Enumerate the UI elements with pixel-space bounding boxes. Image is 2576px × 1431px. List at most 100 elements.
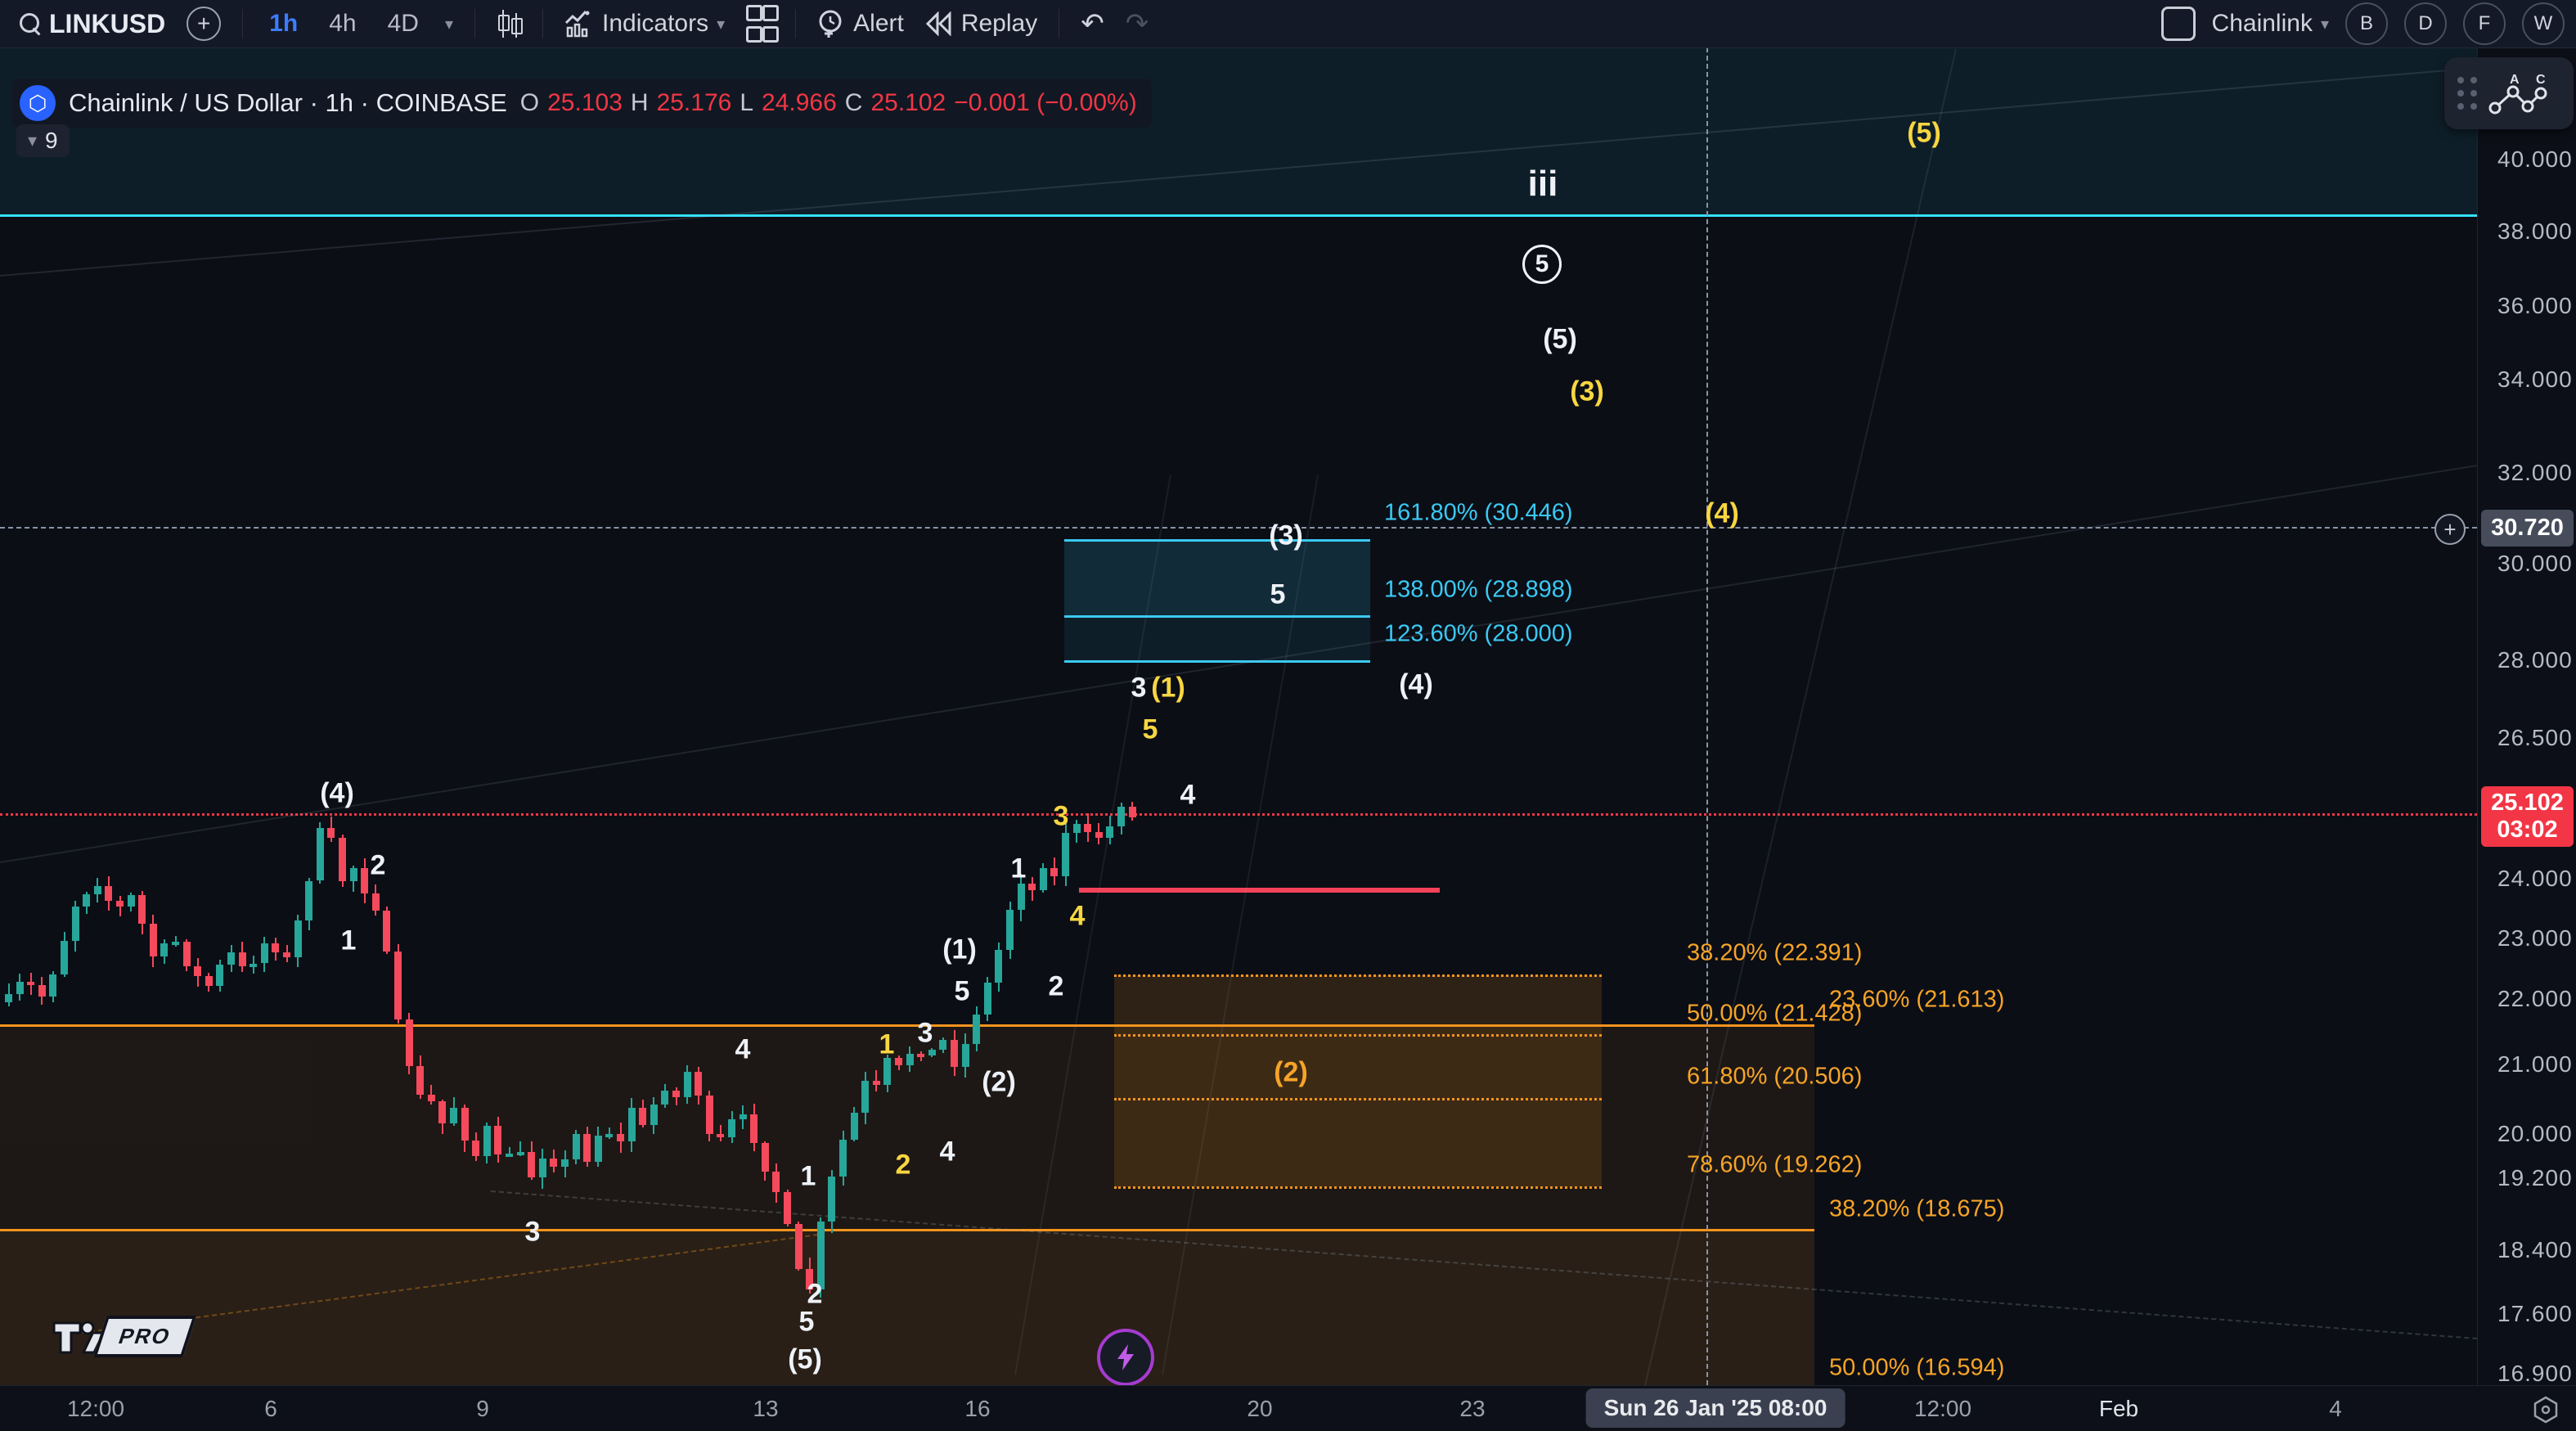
- wave-label[interactable]: 3: [917, 1017, 933, 1049]
- chart-canvas[interactable]: 161.80% (30.446) 138.00% (28.898) 123.60% …: [0, 47, 2477, 1385]
- svg-text:C: C: [2536, 73, 2546, 87]
- candle-body: [316, 828, 324, 881]
- wave-label[interactable]: 1: [340, 925, 357, 956]
- drawing-line[interactable]: [1114, 1097, 1602, 1100]
- wave-label[interactable]: (5): [788, 1343, 822, 1375]
- interval-4h-button[interactable]: 4h: [329, 10, 357, 37]
- undo-icon[interactable]: ↶: [1081, 8, 1104, 39]
- candle-body: [16, 982, 24, 994]
- wave-label[interactable]: 2: [895, 1149, 911, 1181]
- candle-body: [983, 983, 991, 1015]
- lightning-button[interactable]: [1097, 1329, 1154, 1386]
- fib-level-label[interactable]: 38.20% (22.391): [1687, 939, 1863, 966]
- redo-icon[interactable]: ↷: [1125, 8, 1149, 39]
- timezone-hexagon-icon[interactable]: [2533, 1396, 2558, 1424]
- candle-body: [416, 1065, 425, 1096]
- indicators-button[interactable]: Indicators ▾: [564, 10, 725, 38]
- user-button-w[interactable]: W: [2522, 2, 2565, 45]
- wave-label[interactable]: 2: [1048, 970, 1064, 1002]
- drawing-line[interactable]: [1079, 888, 1440, 893]
- wave-label[interactable]: (2): [1274, 1056, 1308, 1088]
- save-layout-icon[interactable]: [2160, 7, 2196, 41]
- drawing-line[interactable]: [1064, 614, 1370, 618]
- wave-label[interactable]: (3): [1570, 376, 1604, 407]
- wave-label[interactable]: (4): [1705, 497, 1739, 529]
- wave-label[interactable]: (1): [942, 934, 977, 965]
- wave-label[interactable]: iii: [1527, 164, 1558, 204]
- drawing-line[interactable]: [0, 465, 2477, 863]
- fib-level-label[interactable]: 50.00% (16.594): [1829, 1354, 2005, 1381]
- wave-label[interactable]: 2: [807, 1278, 823, 1310]
- drag-handle-icon[interactable]: [2457, 77, 2477, 110]
- time-axis[interactable]: 12:00 6 9 13 16 20 23 12:00 Feb 4: [0, 1385, 2576, 1431]
- user-button-b[interactable]: B: [2345, 2, 2388, 45]
- floating-drawing-panel[interactable]: A C: [2444, 57, 2574, 129]
- wave-label[interactable]: 4: [939, 1136, 955, 1168]
- tradingview-pro-logo[interactable]: PRO: [52, 1316, 197, 1357]
- wave-label[interactable]: 5: [954, 975, 970, 1007]
- wave-label[interactable]: (4): [320, 777, 354, 809]
- price-axis[interactable]: 40.000 38.000 36.000 34.000 32.000 30.000 28.0…: [2477, 47, 2576, 1386]
- wave-label[interactable]: (5): [1543, 323, 1577, 355]
- drawing-line[interactable]: [1114, 974, 1602, 977]
- wave-label[interactable]: 1: [1010, 853, 1027, 884]
- wave-label[interactable]: 1: [879, 1028, 895, 1060]
- drawing-line[interactable]: [1114, 1186, 1602, 1189]
- symbol-search-button[interactable]: LINKUSD: [20, 9, 165, 39]
- alert-button[interactable]: Alert: [817, 9, 904, 38]
- wave-label[interactable]: 5: [1522, 245, 1562, 284]
- candle-wick: [508, 1146, 510, 1157]
- wave-label[interactable]: (1): [1151, 672, 1185, 704]
- fib-level-label[interactable]: 38.20% (18.675): [1829, 1195, 2005, 1222]
- candle-body: [361, 868, 369, 893]
- object-tree-chip[interactable]: ▾ 9: [16, 124, 70, 157]
- wave-label[interactable]: 3: [1131, 672, 1147, 704]
- interval-4d-button[interactable]: 4D: [387, 10, 419, 37]
- compare-add-icon[interactable]: +: [187, 7, 222, 41]
- abc-correction-tool-icon[interactable]: A C: [2488, 72, 2549, 115]
- fib-level-label[interactable]: 161.80% (30.446): [1384, 499, 1573, 526]
- fib-level-label[interactable]: 50.00% (21.428): [1687, 1000, 1863, 1027]
- drawing-line[interactable]: [1114, 1033, 1602, 1037]
- wave-label[interactable]: (2): [982, 1066, 1016, 1098]
- replay-button[interactable]: Replay: [925, 10, 1037, 38]
- wave-label[interactable]: 3: [524, 1216, 541, 1248]
- candle-body: [794, 1223, 802, 1269]
- wave-label[interactable]: 5: [798, 1306, 815, 1338]
- fib-level-label[interactable]: 23.60% (21.613): [1829, 986, 2005, 1013]
- drawing-line[interactable]: [1064, 659, 1370, 663]
- wave-label[interactable]: 1: [800, 1160, 816, 1192]
- wave-label[interactable]: (5): [1907, 117, 1941, 149]
- fib-level-label[interactable]: 123.60% (28.000): [1384, 620, 1573, 647]
- drawing-line[interactable]: [0, 1228, 1814, 1231]
- price-level-add-icon[interactable]: +: [2434, 514, 2466, 545]
- wave-label[interactable]: 4: [1069, 900, 1086, 932]
- interval-chevron-icon[interactable]: ▾: [444, 15, 454, 34]
- wave-label[interactable]: 5: [1270, 578, 1286, 610]
- interval-1h-button[interactable]: 1h: [269, 10, 299, 37]
- drawing-line[interactable]: [0, 1024, 1814, 1027]
- fib-level-label[interactable]: 61.80% (20.506): [1687, 1063, 1863, 1090]
- user-button-f[interactable]: F: [2463, 2, 2506, 45]
- drawing-line[interactable]: [0, 812, 2477, 816]
- candle-body: [538, 1158, 546, 1178]
- drawing-line[interactable]: [0, 214, 2477, 217]
- wave-label[interactable]: (4): [1399, 668, 1433, 700]
- wave-label[interactable]: 5: [1142, 713, 1158, 745]
- candle-body: [182, 942, 191, 966]
- chart-style-icon[interactable]: [497, 10, 524, 38]
- candle-body: [194, 965, 202, 976]
- user-button-d[interactable]: D: [2404, 2, 2447, 45]
- layout-name-button[interactable]: Chainlink ▾: [2212, 10, 2329, 38]
- drawing-line[interactable]: [1064, 538, 1370, 542]
- symbol-legend[interactable]: ⬡ Chainlink / US Dollar · 1h · COINBASE …: [11, 79, 1152, 128]
- fib-level-label[interactable]: 78.60% (19.262): [1687, 1151, 1863, 1178]
- wave-label[interactable]: 3: [1053, 800, 1069, 832]
- fib-level-label[interactable]: 138.00% (28.898): [1384, 576, 1573, 603]
- wave-label[interactable]: 4: [735, 1033, 751, 1065]
- wave-label[interactable]: 4: [1180, 779, 1196, 811]
- wave-label[interactable]: (3): [1269, 520, 1303, 551]
- layout-grid-icon[interactable]: [746, 5, 780, 43]
- wave-label[interactable]: 2: [370, 849, 386, 881]
- price-tick: 23.000: [2497, 925, 2573, 951]
